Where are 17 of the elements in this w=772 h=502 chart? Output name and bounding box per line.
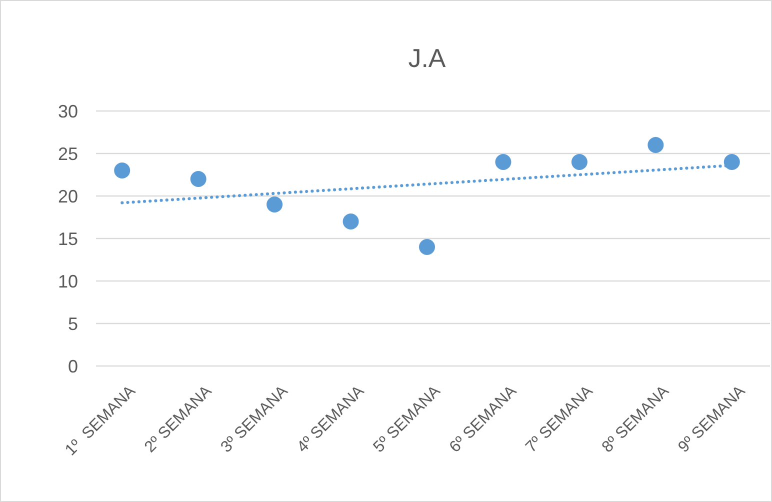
y-tick-label: 15 <box>58 228 78 249</box>
y-tick-label: 0 <box>68 356 78 376</box>
point <box>571 154 588 170</box>
y-tick-label: 20 <box>58 186 78 206</box>
point <box>724 154 740 170</box>
point <box>648 137 664 153</box>
point <box>114 162 130 178</box>
y-tick-label: 25 <box>58 144 78 164</box>
point <box>190 171 206 187</box>
point <box>495 154 512 170</box>
point <box>419 239 435 255</box>
y-tick-label: 5 <box>68 314 78 334</box>
point <box>266 196 283 212</box>
y-tick-label: 10 <box>58 271 78 292</box>
chart-title: J.A <box>408 43 446 73</box>
point <box>342 214 359 230</box>
y-tick-label: 30 <box>58 101 78 122</box>
